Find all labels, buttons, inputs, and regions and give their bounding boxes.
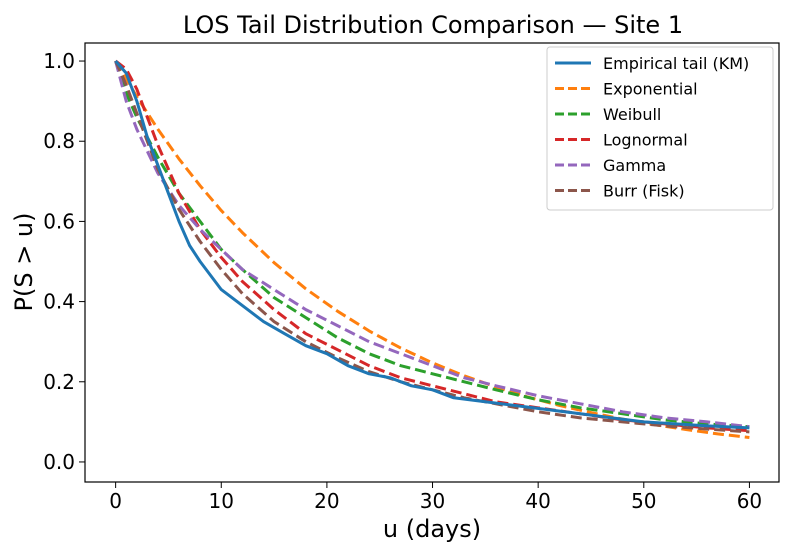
series-line-exponential	[114, 60, 750, 439]
x-axis-label: u (days)	[383, 515, 481, 543]
y-tick-label: 0.4	[43, 290, 75, 314]
y-axis-label: P(S > u)	[10, 212, 38, 311]
x-tick-label: 0	[109, 489, 122, 513]
x-tick-label: 20	[314, 489, 339, 513]
legend-label: Empirical tail (KM)	[603, 54, 749, 73]
x-axis: 0 10 20 30 40 50 60	[109, 482, 762, 513]
x-tick-label: 60	[737, 489, 762, 513]
chart-title: LOS Tail Distribution Comparison — Site …	[183, 11, 683, 39]
legend-label: Gamma	[603, 156, 666, 175]
legend: Empirical tail (KM) Exponential Weibull Log…	[546, 46, 774, 211]
legend-label: Lognormal	[603, 131, 688, 150]
y-axis: 0.0 0.2 0.4 0.6 0.8 1.0	[43, 49, 85, 474]
y-tick-label: 0.8	[43, 129, 75, 153]
legend-label: Weibull	[603, 105, 661, 124]
y-tick-label: 0.0	[43, 450, 75, 474]
legend-label: Exponential	[603, 80, 698, 99]
series-lines	[114, 59, 750, 439]
x-tick-label: 50	[631, 489, 656, 513]
legend-box	[546, 46, 774, 211]
y-tick-label: 0.6	[43, 209, 75, 233]
series-line-gamma	[114, 60, 750, 429]
y-tick-label: 1.0	[43, 49, 75, 73]
x-tick-label: 10	[209, 489, 234, 513]
x-tick-label: 30	[420, 489, 445, 513]
y-tick-label: 0.2	[43, 370, 75, 394]
series-line-empirical-tail-km	[114, 60, 750, 430]
legend-label: Burr (Fisk)	[603, 182, 685, 201]
x-tick-label: 40	[525, 489, 550, 513]
